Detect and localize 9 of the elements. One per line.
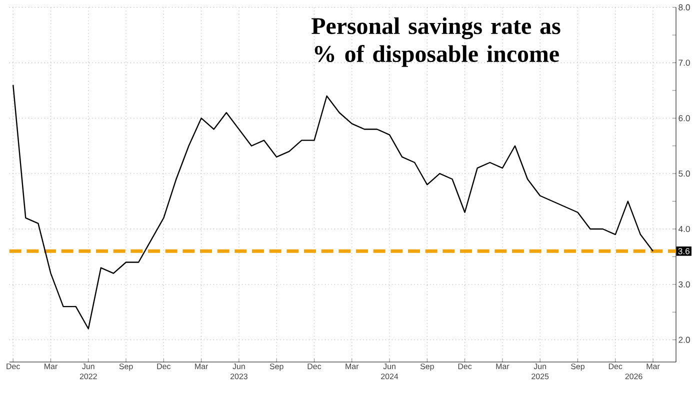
text: Personal savings rate as % of disposable income [312,17,560,67]
y-tick-label: 6.0 [678,115,690,122]
y-tick-label: 5.0 [678,170,690,177]
y-tick-label: 2.0 [678,336,690,343]
y-tick-label: 4.0 [678,226,690,232]
y-tick-label: 8.0 [678,4,690,10]
ref-line-label: 3.6 [678,248,690,254]
y-tick-label: 7.0 [678,60,690,66]
y-tick-label: 3.0 [678,281,690,288]
